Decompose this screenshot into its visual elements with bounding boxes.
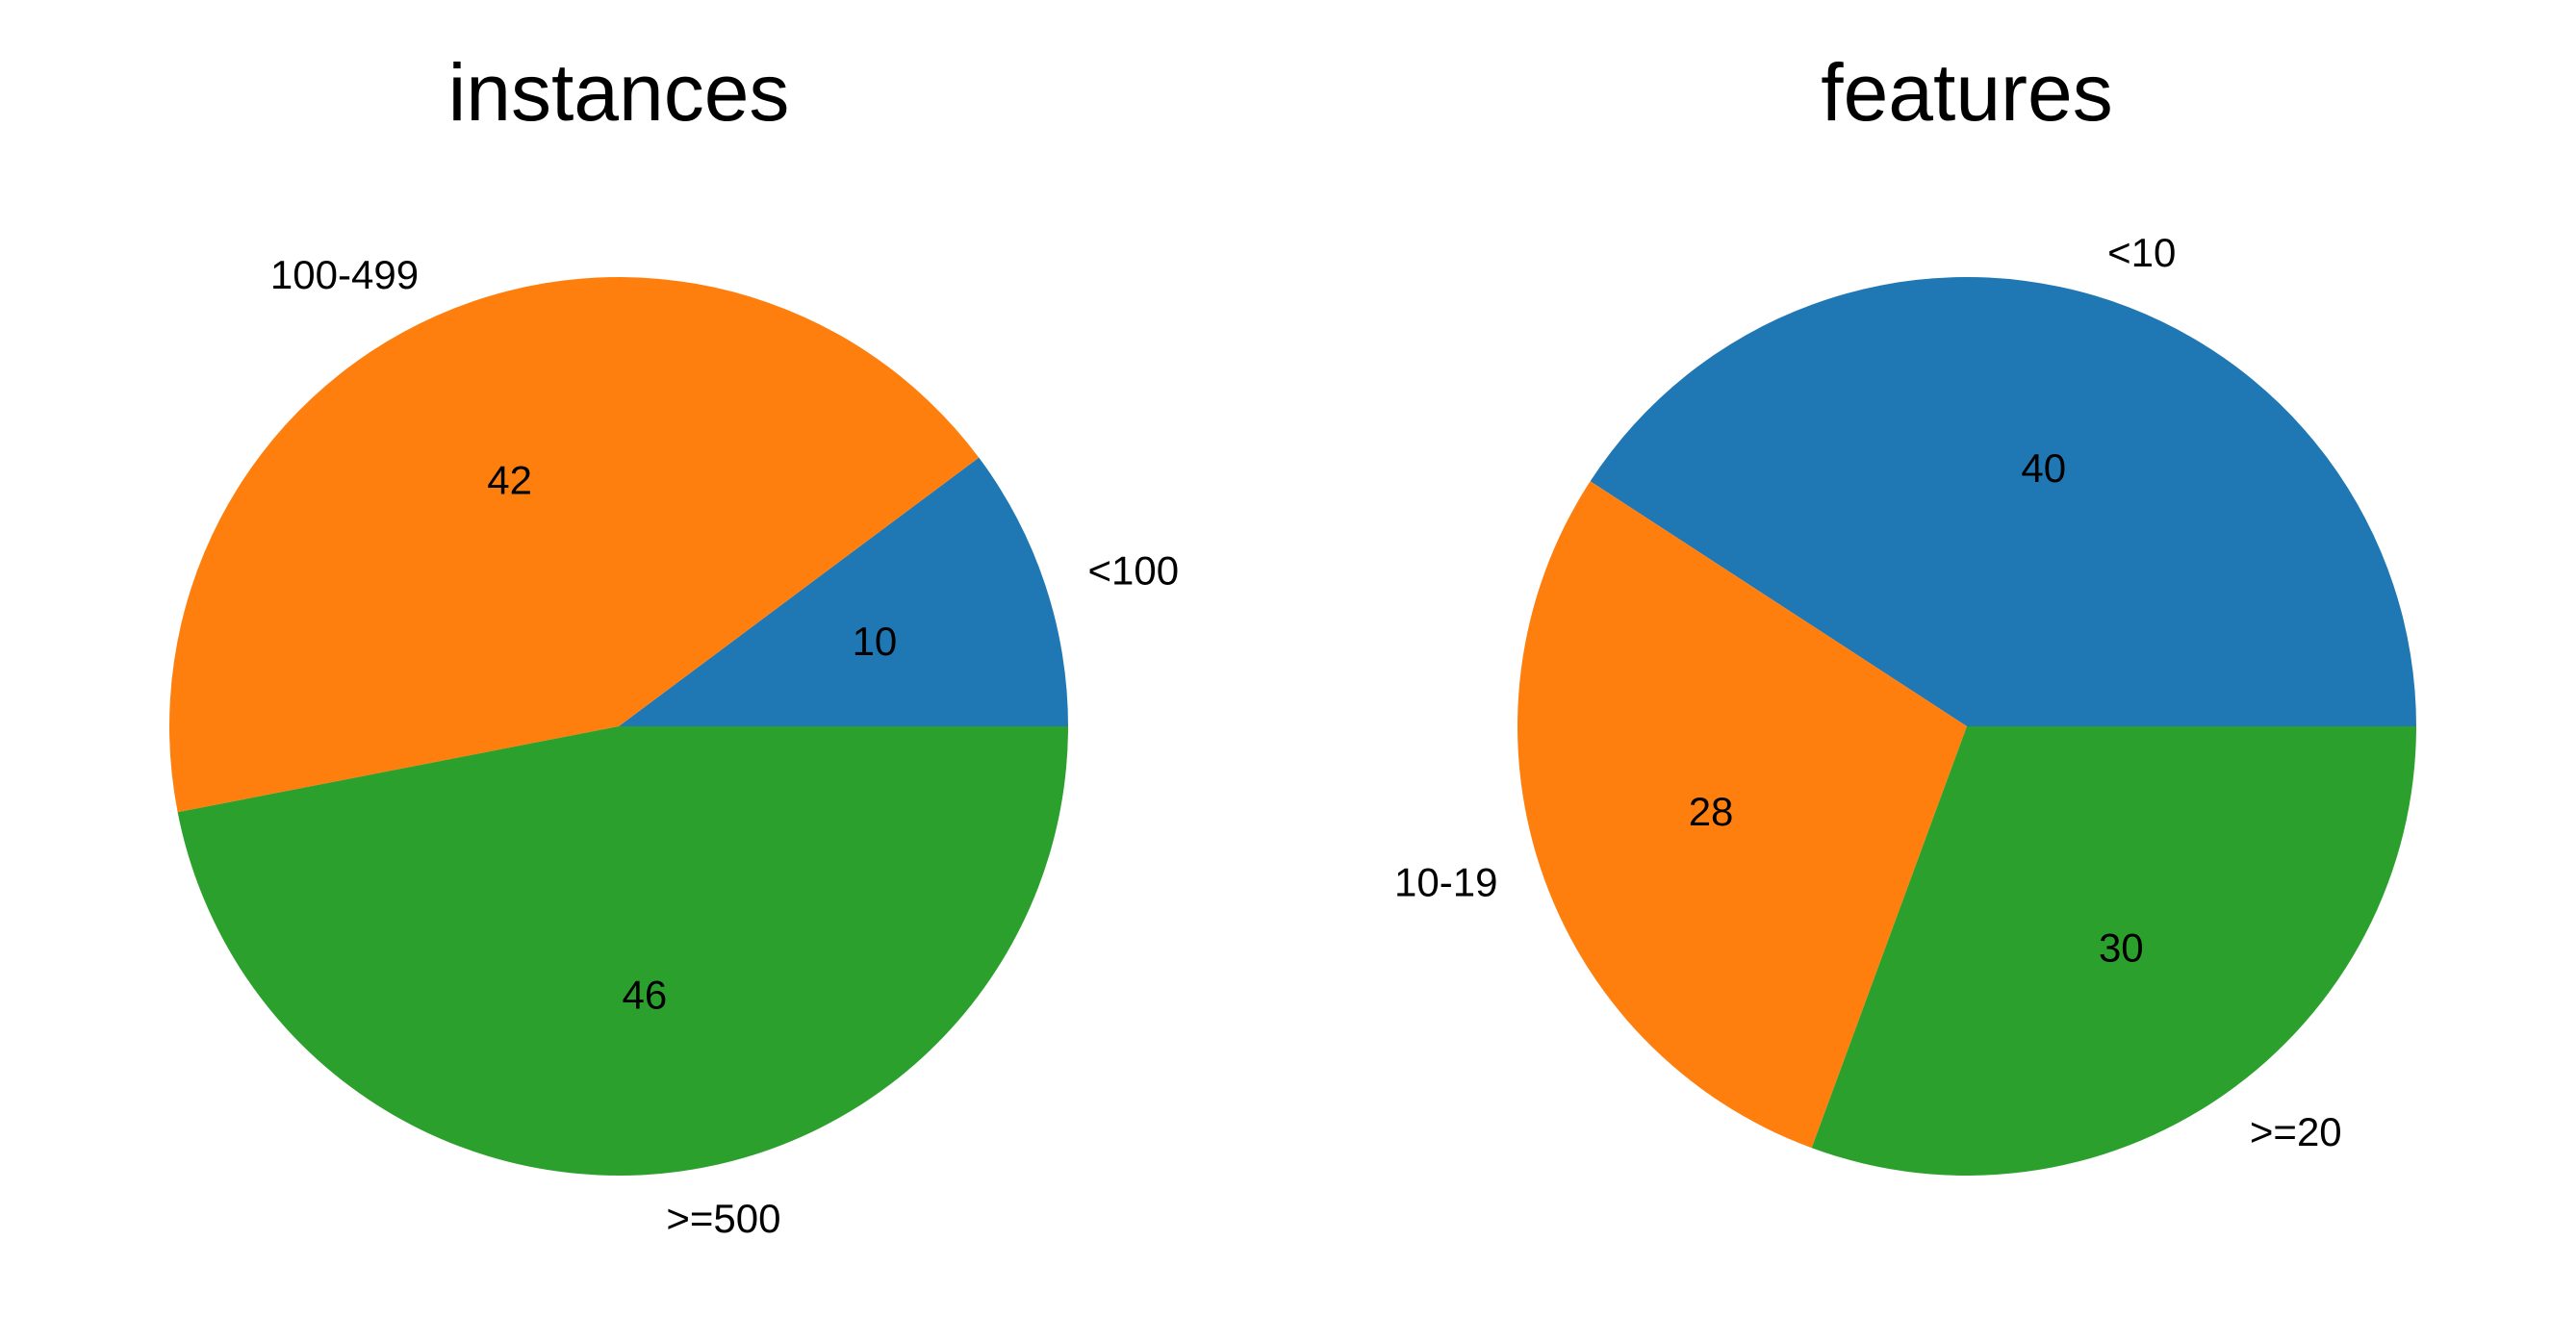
category-label: >=500 <box>666 1196 780 1241</box>
value-label: 28 <box>1689 789 1734 834</box>
pie-slice-100 <box>619 457 1068 726</box>
pie-slice-100-499 <box>168 276 980 813</box>
value-label: 30 <box>2099 924 2144 970</box>
pie-labels: 10 <100 42 100-499 46 >=500 <box>270 252 1179 1241</box>
category-label: >=20 <box>2250 1109 2342 1154</box>
value-label: 42 <box>487 457 532 502</box>
pie-chart-instances: instances 10 <100 42 100-499 46 >=500 <box>168 47 1179 1241</box>
pie-slice-20 <box>1811 726 2416 1177</box>
pie-slice-10 <box>1590 277 2416 726</box>
chart-title: features <box>1821 47 2113 138</box>
pie-labels: 40 <10 28 10-19 30 >=20 <box>1394 230 2342 1154</box>
pie-slice-10-19 <box>1518 481 1967 1149</box>
value-label: 10 <box>853 619 898 664</box>
category-label: <10 <box>2107 230 2176 275</box>
value-label: 46 <box>623 972 668 1017</box>
pie-slices <box>1518 277 2416 1177</box>
pie-slice-500 <box>177 726 1068 1177</box>
pie-chart-features: features 40 <10 28 10-19 30 >=20 <box>1394 47 2416 1177</box>
chart-title: instances <box>448 47 790 138</box>
category-label: <100 <box>1088 548 1180 594</box>
pie-slices <box>168 276 1068 1177</box>
value-label: 40 <box>2021 445 2066 491</box>
category-label: 10-19 <box>1394 859 1497 904</box>
category-label: 100-499 <box>270 252 419 297</box>
